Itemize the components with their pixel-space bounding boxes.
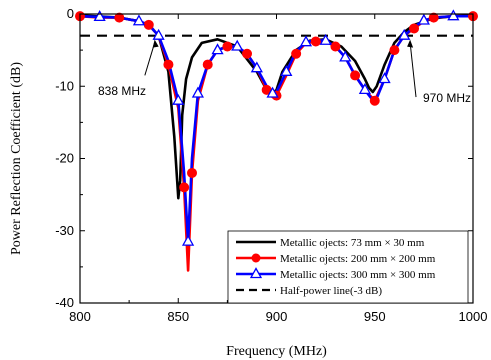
data-point-triangle: [250, 61, 263, 73]
data-point-triangle: [132, 14, 146, 26]
data-point-circle: [409, 23, 420, 34]
data-point-circle: [202, 59, 213, 70]
x-tick-label: 950: [364, 309, 386, 324]
legend-swatch-triangle: [249, 267, 263, 279]
data-point-triangle: [266, 86, 279, 98]
x-tick-label: 900: [266, 309, 288, 324]
data-point-triangle: [299, 35, 313, 47]
legend: Metallic ojects: 73 mm × 30 mm Metallic o…: [227, 230, 469, 304]
data-point-circle: [350, 70, 361, 81]
y-tick-label: -20: [55, 151, 74, 166]
y-tick-label: -10: [55, 78, 74, 93]
series-line-metallic-ojects-73-mm-30-mm: [79, 14, 474, 200]
data-point-circle: [369, 95, 380, 106]
data-point-triangle: [191, 86, 205, 98]
annotation-970-label: 970 MHz: [423, 91, 471, 105]
data-point-circle: [428, 12, 439, 23]
data-point-triangle: [319, 33, 332, 45]
data-point-triangle: [181, 234, 195, 246]
data-point-triangle: [93, 10, 106, 22]
data-point-triangle: [172, 93, 185, 105]
x-tick-label: 850: [167, 309, 189, 324]
data-point-circle: [143, 19, 154, 30]
axes: 800 850 900 950 1000 0 -10 -20 -30 -40: [55, 6, 487, 324]
legend-label: Metallic ojects: 73 mm × 30 mm: [280, 237, 425, 249]
data-point-circle: [187, 167, 198, 178]
legend-label: Metallic ojects: 200 mm × 200 mm: [280, 253, 436, 265]
data-point-circle: [291, 48, 302, 59]
data-point-circle: [163, 59, 174, 70]
data-point-circle: [222, 41, 233, 52]
data-point-triangle: [339, 50, 352, 62]
y-tick-label: 0: [67, 6, 74, 21]
data-point-triangle: [280, 64, 293, 76]
y-tick-label: -30: [55, 223, 74, 238]
data-point-circle: [114, 12, 125, 23]
annotations: 838 MHz 970 MHz: [98, 39, 471, 105]
annotation-arrowhead-970: [407, 39, 414, 48]
x-tick-label: 1000: [459, 309, 488, 324]
plot-markers: [75, 9, 478, 246]
y-tick-label: -40: [55, 295, 74, 310]
legend-swatch-circle: [251, 253, 261, 263]
data-point-triangle: [398, 28, 411, 40]
annotation-arrowhead-838: [152, 39, 159, 48]
data-point-triangle: [417, 13, 430, 25]
data-point-triangle: [447, 9, 460, 21]
data-point-circle: [389, 45, 400, 56]
legend-label: Metallic ojects: 300 mm × 300 mm: [280, 269, 436, 281]
data-point-triangle: [211, 43, 224, 55]
x-tick-label: 800: [69, 309, 91, 324]
data-point-triangle: [358, 83, 372, 95]
annotation-838-label: 838 MHz: [98, 84, 146, 98]
data-point-circle: [330, 41, 341, 52]
annotation-arrow-970: [409, 42, 417, 98]
data-point-circle: [242, 48, 253, 59]
data-point-circle: [310, 36, 321, 47]
legend-label: Half-power line(-3 dB): [280, 285, 382, 297]
data-point-triangle: [378, 72, 391, 84]
x-axis-label: Frequency (MHz): [226, 344, 327, 359]
annotation-arrow-838: [144, 42, 156, 76]
y-axis-label: Power Reflection Coefficient (dB): [9, 62, 24, 255]
series-line-metallic-ojects-300-mm-300-mm: [79, 14, 473, 243]
data-point-triangle: [152, 28, 165, 40]
data-point-triangle: [231, 39, 244, 51]
data-point-circle: [179, 182, 190, 193]
